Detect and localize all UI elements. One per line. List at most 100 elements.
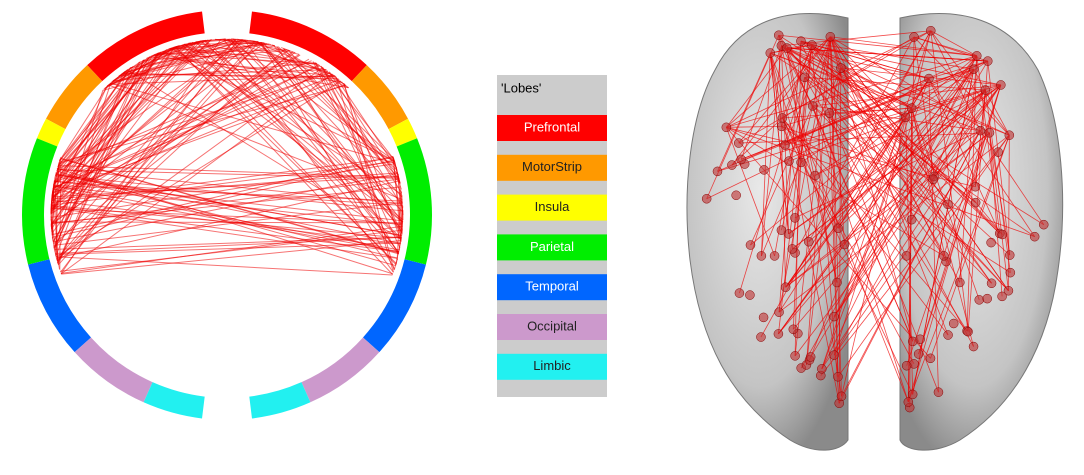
brain-connection (829, 67, 842, 114)
connection (108, 38, 230, 85)
connection (57, 66, 133, 167)
connection (237, 38, 300, 55)
brain-node (731, 190, 741, 201)
brain-connection (913, 36, 977, 57)
brain-connection (928, 78, 1001, 234)
brain-node (996, 80, 1006, 90)
legend: 'Lobes' Prefrontal MotorStrip Insula Pariet… (497, 75, 607, 397)
brain-connection (829, 36, 949, 336)
connection (56, 180, 400, 259)
connection (320, 66, 395, 160)
brain-node (1004, 250, 1015, 260)
brain-node (836, 391, 847, 402)
brain-connection (794, 36, 831, 356)
connection (241, 39, 349, 89)
brain-connection (829, 107, 912, 114)
brain-node (773, 30, 784, 40)
connection (53, 39, 212, 186)
lobe-arc (74, 337, 153, 403)
connection (108, 84, 403, 201)
brain-connection (725, 127, 775, 257)
connection (51, 155, 394, 236)
connection (51, 40, 206, 200)
brain-connection (760, 53, 771, 256)
brain-node (787, 244, 798, 254)
brain-connection (800, 40, 930, 79)
brain-node (799, 72, 810, 83)
legend-swatch (497, 154, 607, 181)
brain-node (939, 251, 949, 261)
connection (60, 229, 403, 272)
brain-connection (794, 36, 915, 254)
brain-node (943, 330, 953, 340)
legend-label: Occipital (527, 318, 577, 333)
connection (276, 45, 400, 255)
connection (110, 82, 396, 164)
brain-node (928, 174, 938, 185)
brain-connection (731, 36, 831, 166)
connection (52, 159, 395, 238)
connection (188, 42, 402, 241)
connection (57, 57, 150, 265)
connection (259, 41, 404, 223)
brain-node (913, 349, 924, 359)
connection (59, 84, 109, 161)
connection (272, 44, 400, 180)
legend-label: Temporal (525, 279, 579, 294)
brain-connection (966, 55, 978, 332)
brain-node (1003, 285, 1014, 296)
connection (312, 61, 401, 248)
legend-swatch (497, 314, 607, 340)
brain-node (734, 288, 745, 298)
connection (60, 39, 239, 273)
connection (122, 72, 339, 80)
brain-node (1029, 231, 1040, 242)
brain-connection (837, 89, 986, 229)
lobe-arc (87, 11, 205, 82)
brain-connection (987, 61, 1011, 256)
brain-connection (781, 126, 1011, 273)
brain-node (839, 239, 850, 250)
connection (52, 173, 399, 243)
connection (109, 75, 335, 85)
legend-swatch (497, 274, 607, 301)
brain-node (769, 251, 780, 261)
connection (60, 158, 399, 255)
brain-node (833, 371, 843, 382)
brain-connection (833, 89, 986, 317)
brain-node (759, 165, 769, 175)
brain-node (796, 36, 806, 46)
brain-connection (837, 134, 1010, 377)
connection (51, 184, 55, 236)
brain-node (972, 51, 982, 61)
connection (52, 71, 126, 193)
brain-node (776, 121, 787, 132)
brain-connection (726, 36, 831, 128)
brain-connection (706, 68, 974, 200)
connection (51, 199, 401, 245)
brain-node (765, 48, 776, 58)
brain-node (982, 293, 992, 304)
brain-connection (781, 45, 912, 109)
brain-node (968, 64, 979, 74)
brain-node (963, 326, 973, 337)
brain-connection (786, 47, 988, 62)
brain-node (733, 138, 744, 148)
brain-node (832, 277, 842, 288)
brain-connection (778, 34, 977, 57)
brain-connection (770, 52, 981, 131)
legend-label: Limbic (533, 358, 571, 373)
brain-node (782, 43, 792, 53)
connection (55, 256, 393, 276)
brain-connection (930, 30, 1010, 136)
connections (50, 38, 404, 276)
lobe-arc (249, 11, 367, 82)
connection (53, 65, 321, 184)
connection (174, 46, 397, 264)
brain-node (1005, 267, 1016, 278)
brain-connection (811, 44, 992, 284)
legend-label: Insula (535, 199, 570, 214)
lobe-arc (301, 337, 380, 403)
brain-node (817, 364, 827, 374)
